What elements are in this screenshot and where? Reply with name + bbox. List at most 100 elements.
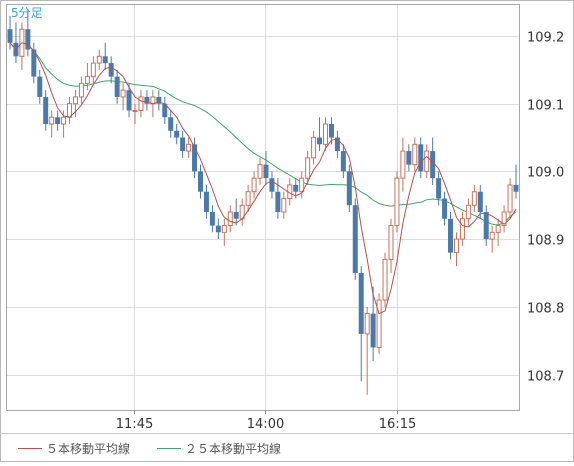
ma5-layer — [9, 42, 517, 315]
candle-body-down — [328, 124, 334, 138]
candle-body-down — [197, 171, 203, 192]
candle-body-down — [448, 218, 454, 253]
candle — [311, 130, 317, 165]
candle-body-down — [317, 137, 323, 145]
candle-body-up — [382, 258, 388, 301]
candle-body-up — [412, 143, 418, 166]
candle-body-down — [418, 144, 424, 172]
candle — [180, 130, 186, 158]
candle — [174, 124, 180, 145]
candle-body-down — [358, 272, 364, 334]
candle — [96, 49, 102, 70]
candle-body-down — [31, 49, 37, 77]
candle-body-down — [436, 178, 442, 199]
candle — [78, 76, 84, 104]
x-axis: 11:45 14:00 16:15 — [116, 410, 416, 432]
candle — [7, 15, 13, 50]
candle — [317, 117, 323, 152]
candle-body-down — [108, 63, 114, 77]
legend-label-ma25: ２５本移動平均線 — [185, 441, 281, 456]
candle — [31, 42, 37, 84]
candle — [364, 306, 370, 395]
candle — [209, 205, 215, 233]
candle — [352, 198, 358, 280]
candle-body-up — [78, 82, 84, 98]
candle-body-up — [400, 150, 406, 179]
candle-body-up — [90, 62, 96, 78]
candle-body-down — [370, 313, 376, 348]
candle-body-down — [269, 178, 275, 192]
candle-body-up — [495, 225, 501, 233]
candle — [25, 8, 31, 57]
candle-body-down — [55, 117, 61, 125]
candle-body-up — [120, 89, 126, 98]
candle — [471, 184, 477, 213]
candle — [138, 90, 144, 118]
y-tick-label: 108.7 — [527, 370, 564, 385]
candle — [436, 171, 442, 206]
candles-layer — [7, 8, 519, 395]
candle-body-up — [251, 177, 257, 193]
candle — [114, 69, 120, 104]
x-tick-label: 16:15 — [379, 417, 416, 432]
plot-border — [6, 4, 520, 411]
candle-body-down — [162, 103, 168, 118]
candle — [90, 56, 96, 84]
candle-body-up — [388, 225, 394, 260]
candle-body-down — [483, 212, 489, 240]
candle — [257, 157, 263, 185]
candle-body-up — [465, 204, 471, 220]
timeframe-label: 5分足 — [11, 6, 43, 20]
candle — [394, 171, 400, 233]
candle-body-down — [406, 151, 412, 165]
candle-body-up — [364, 313, 370, 335]
candle — [132, 103, 138, 125]
candle-body-up — [394, 177, 400, 227]
candle — [293, 178, 299, 199]
candle — [507, 178, 513, 219]
candle — [495, 218, 501, 246]
candle-body-up — [311, 137, 317, 159]
candle-body-down — [7, 29, 13, 43]
candle-body-down — [233, 212, 239, 219]
candle-body-up — [49, 116, 55, 125]
candle — [412, 137, 418, 172]
candle — [227, 205, 233, 233]
y-tick-label: 109.1 — [527, 99, 564, 114]
candle-body-down — [477, 191, 483, 213]
candle-body-down — [442, 198, 448, 219]
candle — [84, 63, 90, 91]
candle — [323, 117, 329, 152]
candle — [102, 42, 108, 70]
candle — [465, 198, 471, 226]
candle — [382, 252, 388, 307]
candle-body-down — [180, 137, 186, 152]
candle-body-down — [340, 151, 346, 172]
candle — [197, 164, 203, 199]
candle-body-down — [352, 205, 358, 273]
candle-body-up — [245, 191, 251, 206]
y-tick-label: 109.2 — [527, 31, 564, 46]
candle — [388, 218, 394, 273]
candle-body-down — [144, 96, 150, 104]
candle — [203, 184, 209, 219]
candle — [418, 137, 424, 179]
x-tick-label: 11:45 — [116, 417, 153, 432]
candle-body-down — [25, 29, 31, 50]
candle — [168, 110, 174, 138]
candle-body-down — [346, 171, 352, 206]
candle — [215, 218, 221, 240]
candle-body-up — [376, 299, 382, 348]
candle — [281, 191, 287, 219]
candle-body-up — [96, 55, 102, 64]
candle-body-up — [471, 191, 477, 206]
candle-body-down — [215, 225, 221, 233]
candle — [442, 191, 448, 226]
candle — [233, 198, 239, 226]
candle-body-up — [61, 116, 67, 125]
candle-body-down — [43, 96, 49, 125]
candle — [501, 205, 507, 233]
candle-body-down — [293, 184, 299, 192]
candle-body-up — [489, 231, 495, 240]
candle — [156, 90, 162, 111]
